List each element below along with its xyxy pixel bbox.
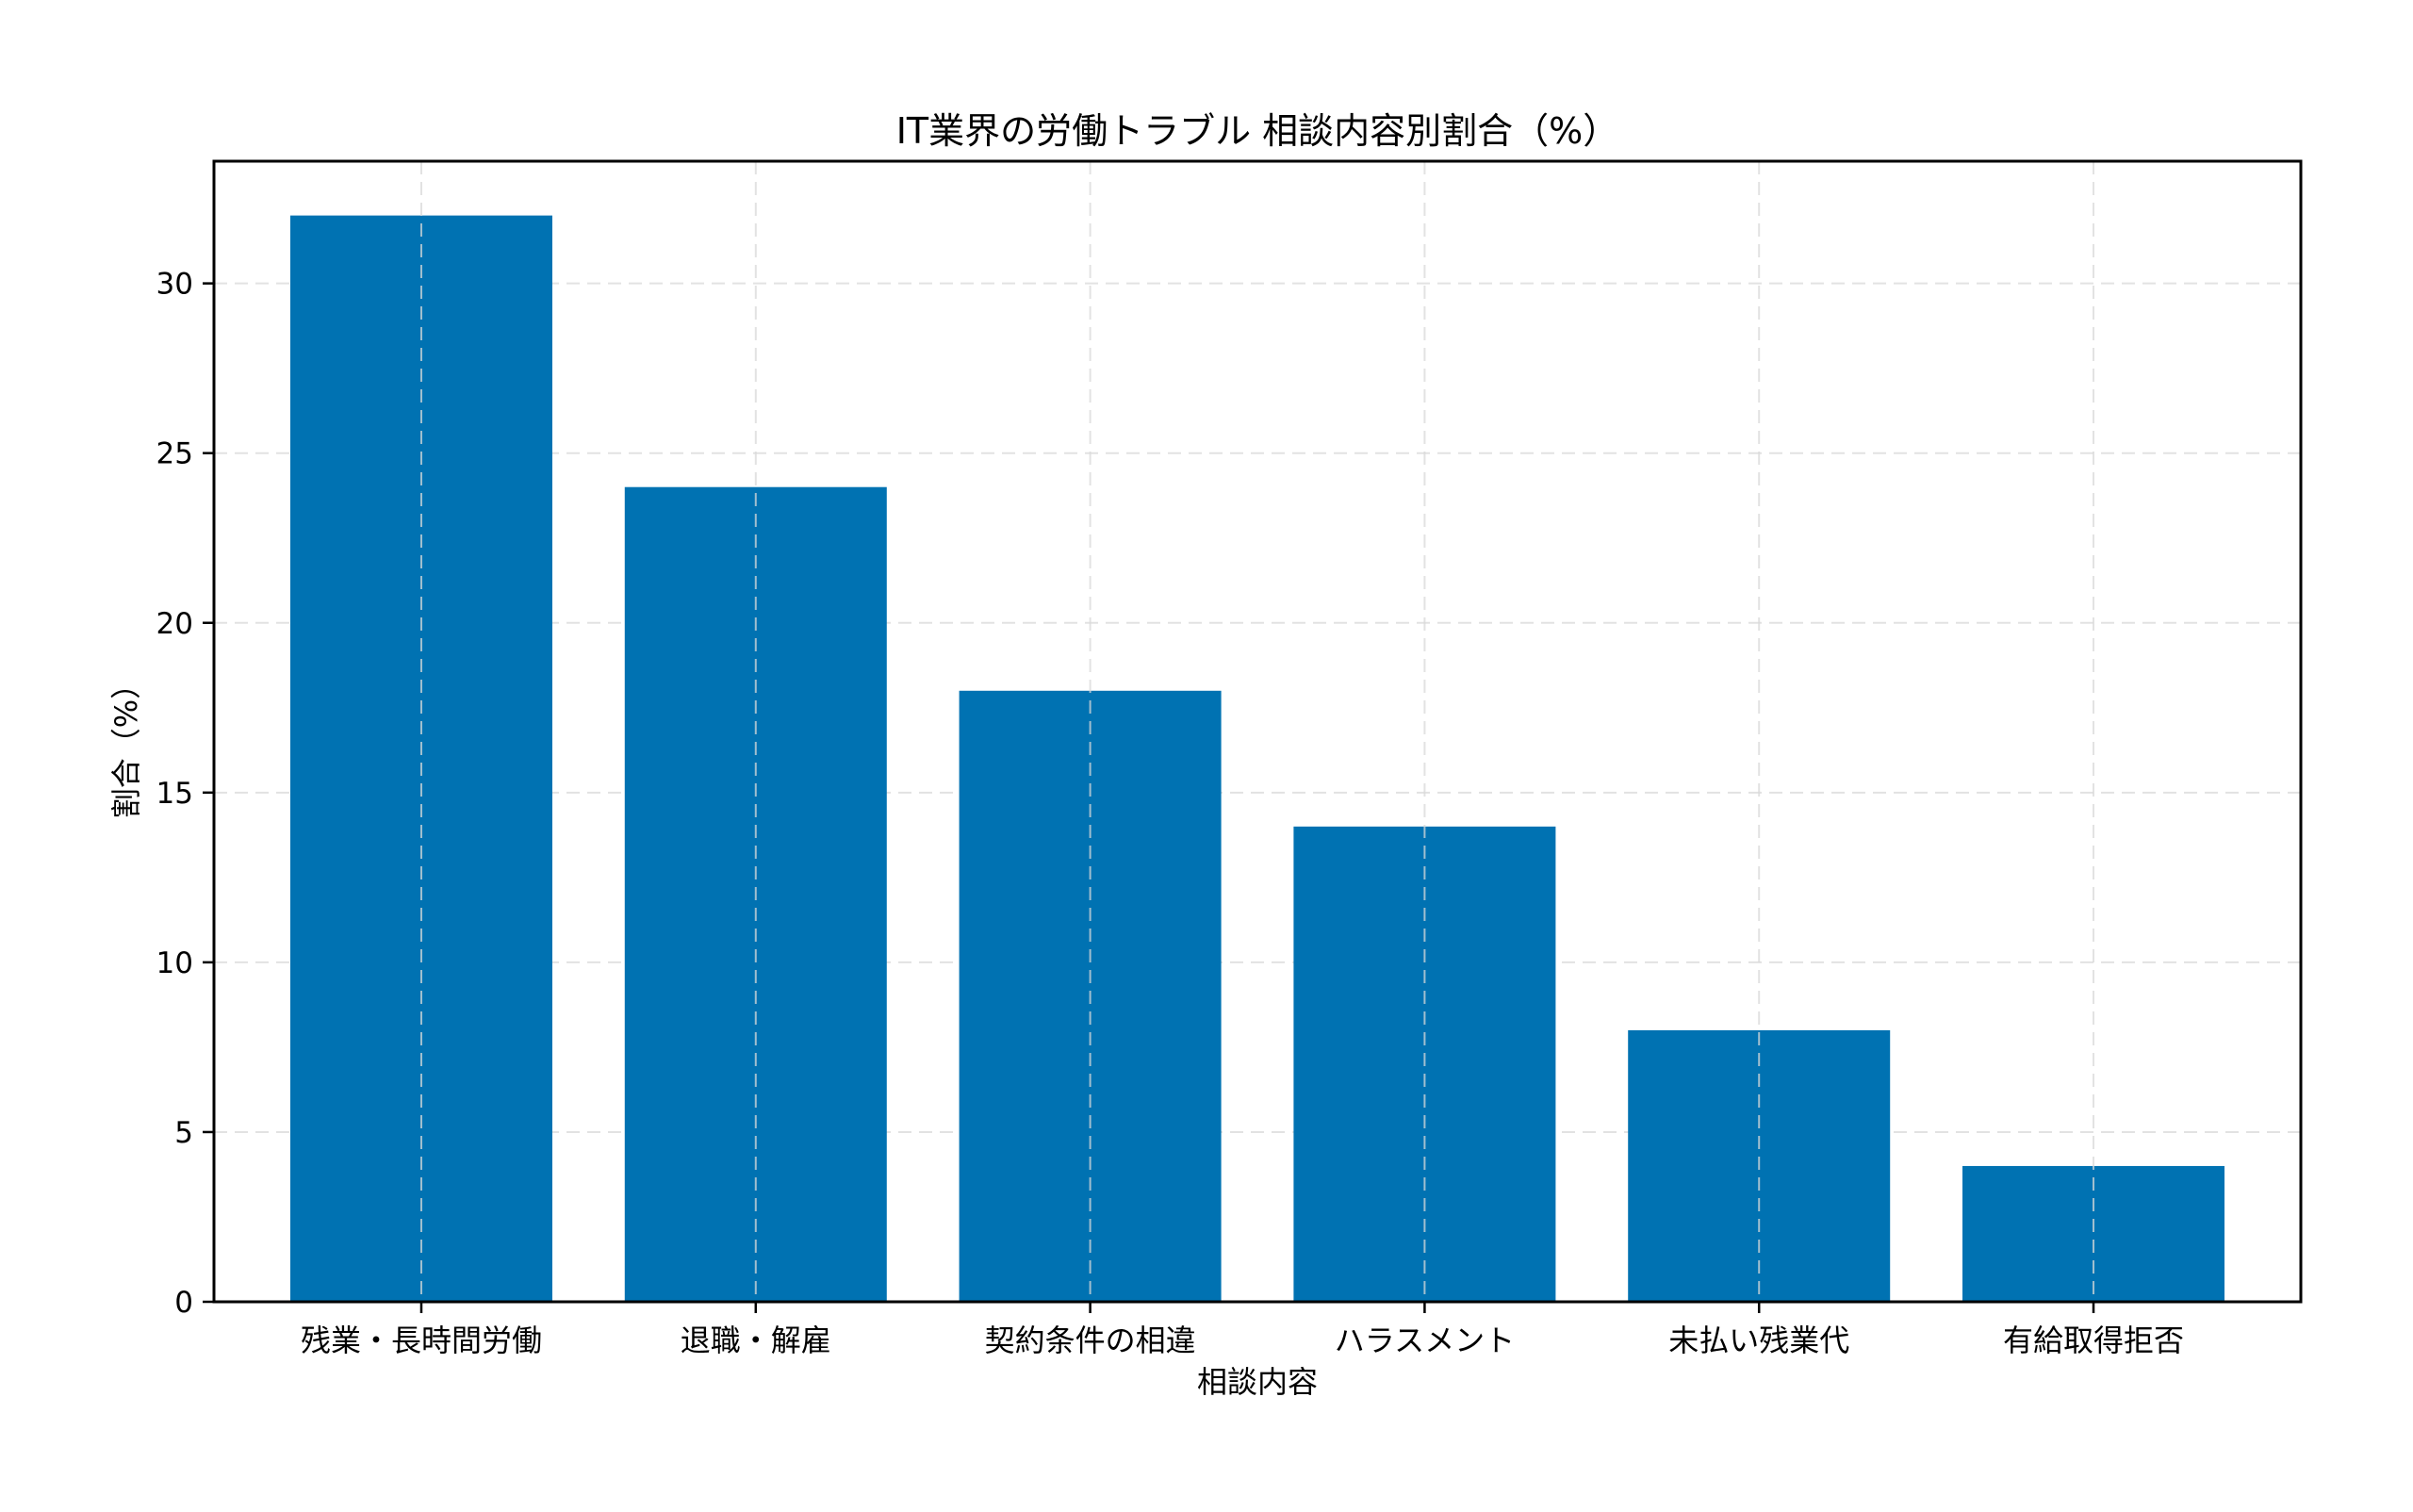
y-tick-label: 30 xyxy=(156,268,193,302)
x-tick-label: 退職・解雇 xyxy=(681,1323,831,1358)
plot-frame xyxy=(212,159,2303,1304)
y-tick-label: 5 xyxy=(174,1116,193,1150)
x-tick-label: 契約条件の相違 xyxy=(985,1323,1196,1358)
x-tick-label: 残業・長時間労働 xyxy=(301,1323,542,1358)
y-axis-ticks: 0 5 10 15 20 25 30 xyxy=(156,268,214,1320)
x-axis-label: 相談内容 xyxy=(1197,1364,1318,1400)
chart-title: IT業界の労働トラブル 相談内容別割合（%） xyxy=(896,110,1619,152)
y-tick-label: 0 xyxy=(174,1286,193,1320)
y-tick-label: 15 xyxy=(156,777,193,811)
vertical-grid-lines xyxy=(419,161,2095,1302)
x-tick-label: ハラスメント xyxy=(1335,1323,1515,1358)
y-axis-label: 割合（%） xyxy=(108,669,144,818)
x-axis-ticks: 残業・長時間労働 退職・解雇 契約条件の相違 ハラスメント 未払い残業代 有給取得拒否 xyxy=(301,1302,2184,1358)
bars xyxy=(289,215,2225,1303)
x-tick-label: 有給取得拒否 xyxy=(2003,1323,2184,1358)
y-tick-label: 10 xyxy=(156,946,193,980)
y-tick-label: 25 xyxy=(156,437,193,471)
y-tick-label: 20 xyxy=(156,607,193,641)
x-tick-label: 未払い残業代 xyxy=(1668,1323,1849,1358)
